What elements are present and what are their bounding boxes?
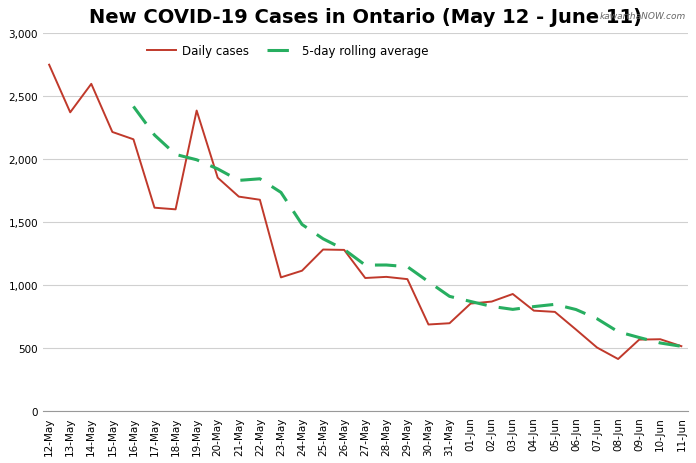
5-day rolling average <box>551 302 559 307</box>
Daily cases <box>255 198 264 203</box>
Daily cases <box>466 301 475 307</box>
Daily cases <box>509 292 517 297</box>
5-day rolling average <box>614 329 622 335</box>
Daily cases <box>425 322 433 327</box>
5-day rolling average <box>171 152 180 158</box>
5-day rolling average <box>425 279 433 285</box>
Title: New COVID-19 Cases in Ontario (May 12 - June 11): New COVID-19 Cases in Ontario (May 12 - … <box>89 8 642 27</box>
Daily cases <box>319 247 327 253</box>
Daily cases <box>656 337 665 342</box>
Daily cases <box>129 137 138 143</box>
5-day rolling average <box>466 299 475 305</box>
5-day rolling average <box>382 263 390 268</box>
5-day rolling average <box>150 133 159 138</box>
Daily cases <box>530 308 538 314</box>
Daily cases <box>171 207 180 213</box>
Daily cases <box>677 344 686 349</box>
Daily cases <box>235 194 243 200</box>
Daily cases <box>551 309 559 315</box>
5-day rolling average <box>129 105 138 110</box>
5-day rolling average <box>403 264 411 270</box>
Daily cases <box>298 269 306 274</box>
5-day rolling average <box>509 307 517 313</box>
Line: 5-day rolling average: 5-day rolling average <box>134 107 681 347</box>
Daily cases <box>193 108 201 114</box>
Legend: Daily cases, 5-day rolling average: Daily cases, 5-day rolling average <box>142 40 434 63</box>
Daily cases <box>382 275 390 280</box>
5-day rolling average <box>572 307 580 313</box>
5-day rolling average <box>340 247 348 253</box>
5-day rolling average <box>361 263 370 268</box>
5-day rolling average <box>530 304 538 310</box>
5-day rolling average <box>635 335 643 341</box>
5-day rolling average <box>319 237 327 242</box>
5-day rolling average <box>656 340 665 346</box>
Daily cases <box>361 275 370 281</box>
Daily cases <box>108 130 116 136</box>
Daily cases <box>572 327 580 332</box>
5-day rolling average <box>487 304 496 310</box>
5-day rolling average <box>593 316 601 322</box>
Daily cases <box>277 275 285 281</box>
Daily cases <box>214 175 222 181</box>
5-day rolling average <box>255 176 264 182</box>
5-day rolling average <box>277 190 285 196</box>
Line: Daily cases: Daily cases <box>49 66 681 359</box>
5-day rolling average <box>214 167 222 172</box>
Daily cases <box>403 277 411 282</box>
Daily cases <box>45 63 54 69</box>
Daily cases <box>635 337 643 343</box>
Daily cases <box>340 248 348 253</box>
5-day rolling average <box>677 344 686 350</box>
Daily cases <box>66 110 74 116</box>
Daily cases <box>150 206 159 211</box>
5-day rolling average <box>193 157 201 163</box>
Daily cases <box>87 82 95 88</box>
Daily cases <box>487 299 496 305</box>
5-day rolling average <box>235 178 243 184</box>
Daily cases <box>593 345 601 350</box>
5-day rolling average <box>298 222 306 228</box>
Text: kawarthaNOW.com: kawarthaNOW.com <box>599 12 686 20</box>
5-day rolling average <box>445 294 454 300</box>
Daily cases <box>614 357 622 362</box>
Daily cases <box>445 321 454 326</box>
